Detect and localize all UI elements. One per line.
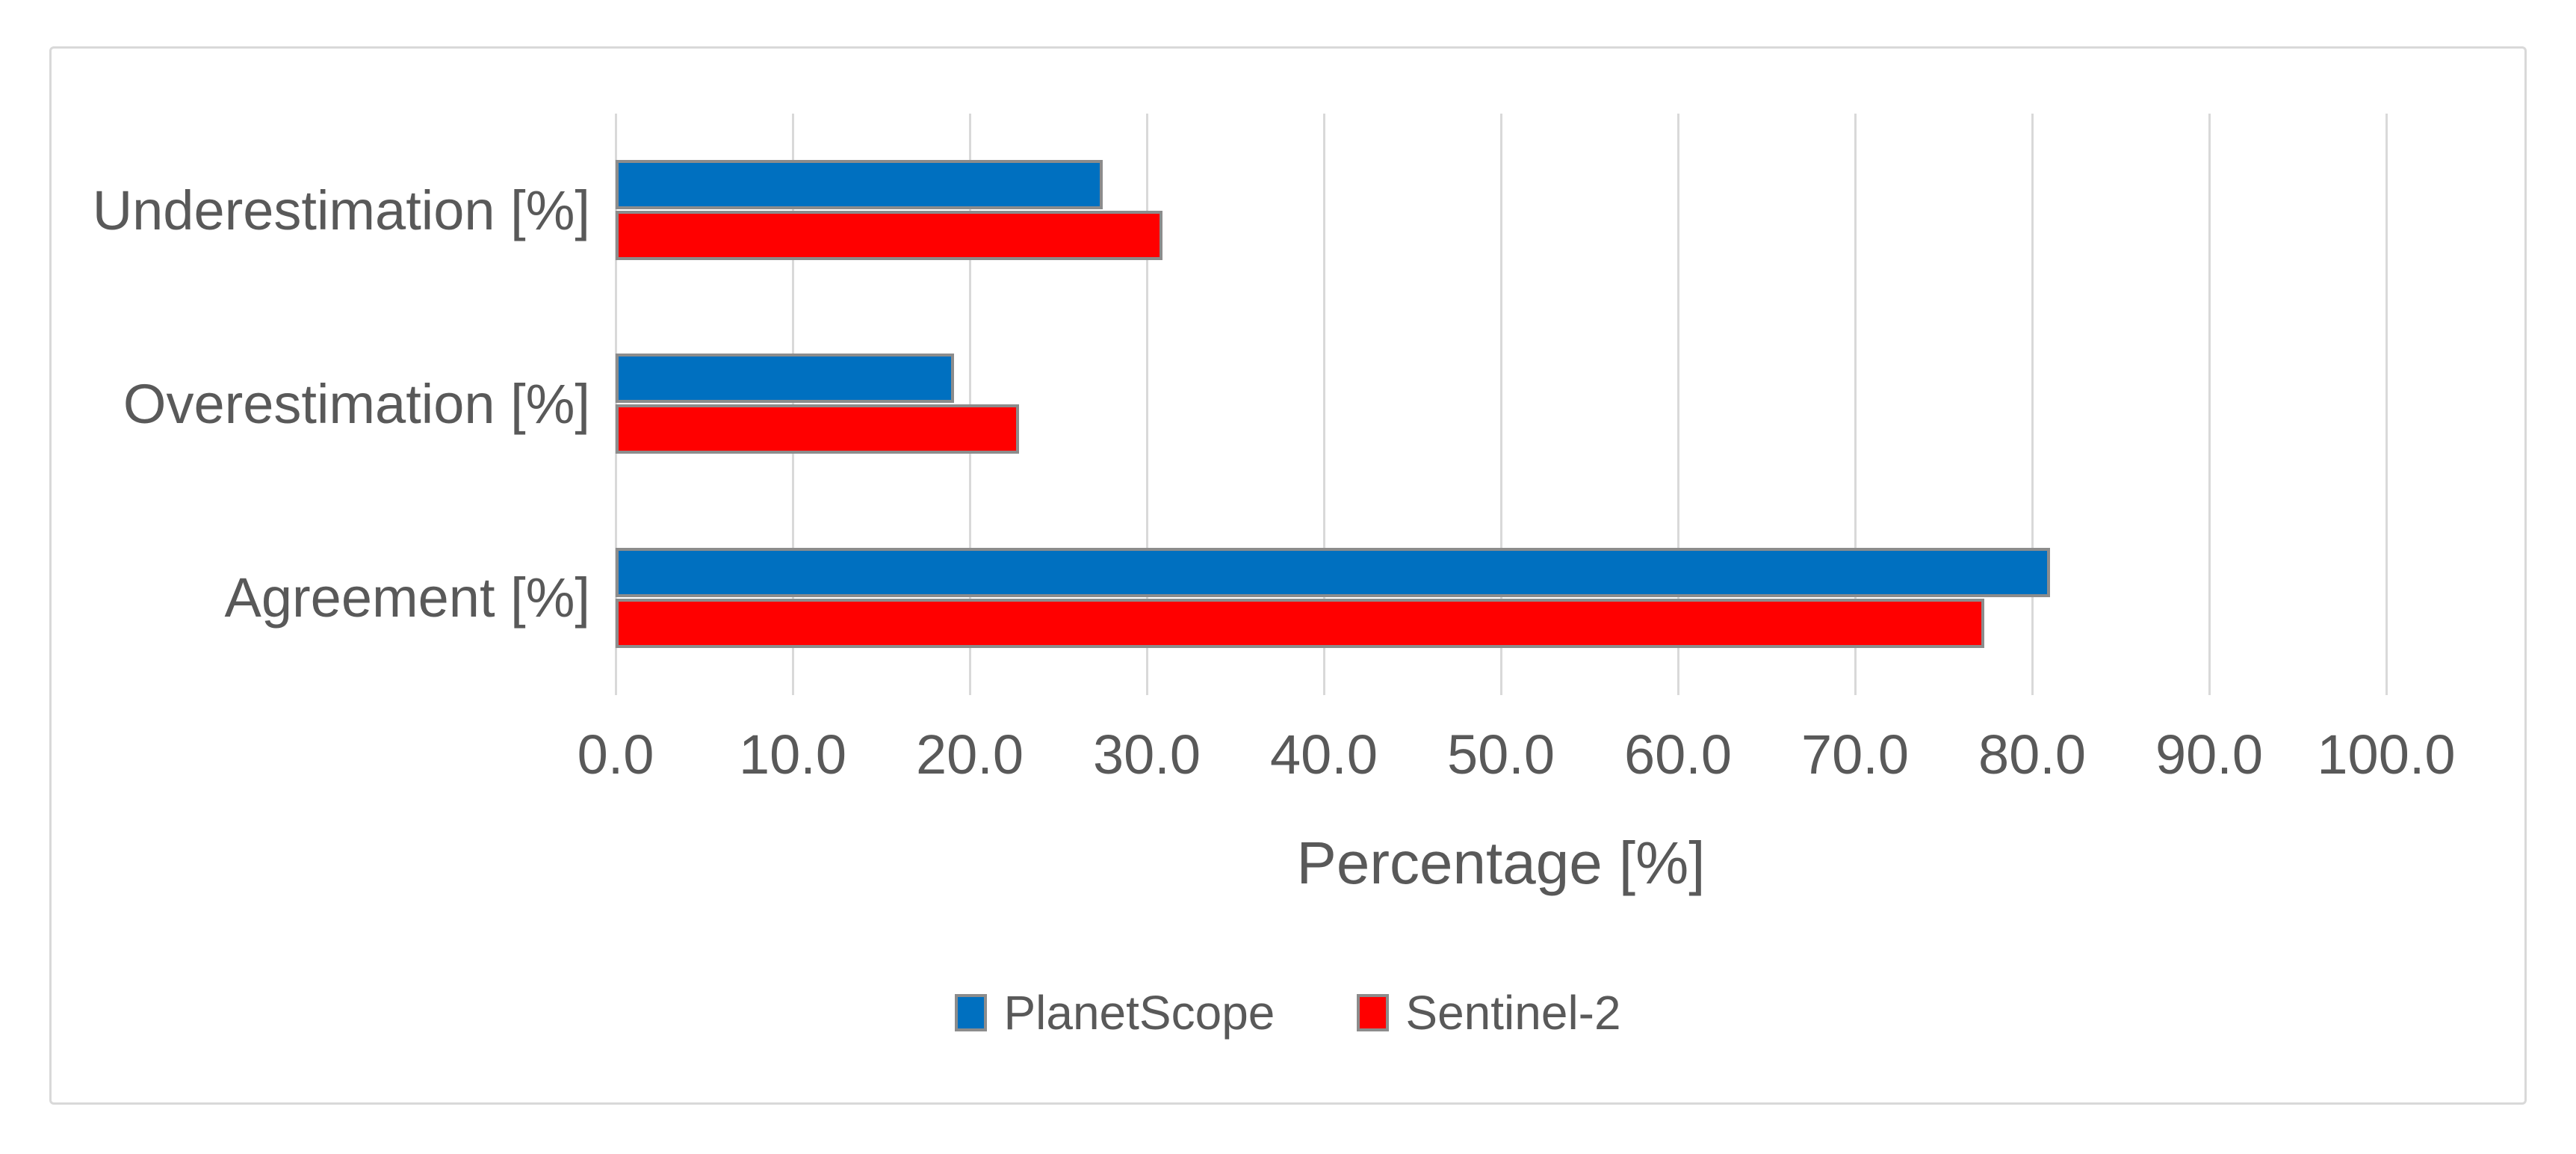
- bar-series-area: [616, 114, 2386, 695]
- x-tick-label: 40.0: [1269, 723, 1378, 786]
- gridline: [614, 114, 617, 695]
- category-axis-labels: Underestimation [%] Overestimation [%] Agr…: [74, 114, 590, 695]
- legend-label: PlanetScope: [1003, 986, 1275, 1040]
- x-tick-label: 50.0: [1446, 723, 1555, 786]
- gridline: [2208, 114, 2211, 695]
- bar-row: [616, 307, 2386, 501]
- category-label: Overestimation [%]: [123, 372, 590, 435]
- x-axis-title: Percentage [%]: [616, 826, 2386, 901]
- gridline: [1322, 114, 1325, 695]
- category-label: Underestimation [%]: [92, 179, 590, 241]
- chart-frame: Underestimation [%] Overestimation [%] Agr…: [49, 46, 2527, 1105]
- x-tick-label: 70.0: [1801, 723, 1910, 786]
- legend: PlanetScope Sentinel-2: [52, 975, 2524, 1050]
- x-axis-title-text: Percentage [%]: [1296, 830, 1706, 896]
- gridline: [1676, 114, 1679, 695]
- legend-swatch-sentinel-2: [1357, 994, 1390, 1031]
- gridline: [968, 114, 971, 695]
- x-tick-label: 20.0: [915, 723, 1024, 786]
- legend-entry: PlanetScope: [955, 989, 1275, 1037]
- bar-sentinel-2: [616, 404, 1020, 454]
- x-tick-label: 10.0: [738, 723, 847, 786]
- x-tick-label: 60.0: [1623, 723, 1733, 786]
- x-tick-label: 100.0: [2317, 723, 2456, 786]
- x-tick-label: 90.0: [2155, 723, 2264, 786]
- bar-sentinel-2: [616, 210, 1163, 261]
- bar-planetscope: [616, 547, 2050, 597]
- bar-row: [616, 114, 2386, 307]
- category-label: Agreement [%]: [224, 567, 590, 629]
- gridline: [2385, 114, 2388, 695]
- legend-label: Sentinel-2: [1405, 986, 1621, 1040]
- bar-row: [616, 502, 2386, 695]
- x-tick-label: 0.0: [577, 723, 654, 786]
- x-axis-tick-labels: 0.0 10.0 20.0 30.0 40.0 50.0 60.0 70.0 80.0 90.0 1…: [578, 723, 2456, 786]
- gridline: [2031, 114, 2034, 695]
- legend-entry: Sentinel-2: [1357, 986, 1621, 1040]
- gridline: [1499, 114, 1502, 695]
- gridline: [791, 114, 794, 695]
- gridline: [1854, 114, 1857, 695]
- x-tick-label: 30.0: [1092, 723, 1201, 786]
- legend-swatch-planetscope: [955, 994, 988, 1031]
- plot-area: [614, 114, 2388, 695]
- bar-sentinel-2: [616, 598, 1984, 648]
- x-tick-label: 80.0: [1978, 723, 2087, 786]
- bar-planetscope: [616, 354, 954, 404]
- gridline: [1145, 114, 1148, 695]
- bar-planetscope: [616, 159, 1103, 210]
